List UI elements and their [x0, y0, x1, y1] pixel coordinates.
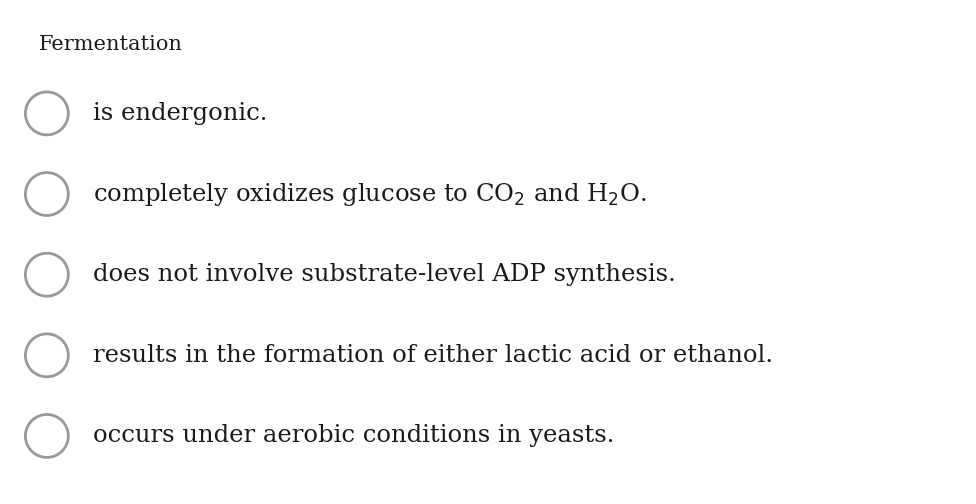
Text: occurs under aerobic conditions in yeasts.: occurs under aerobic conditions in yeast…: [93, 424, 614, 448]
Text: is endergonic.: is endergonic.: [93, 102, 267, 125]
Text: completely oxidizes glucose to CO$_2$ and H$_2$O.: completely oxidizes glucose to CO$_2$ an…: [93, 180, 646, 208]
Text: Fermentation: Fermentation: [39, 35, 183, 54]
Text: results in the formation of either lactic acid or ethanol.: results in the formation of either lacti…: [93, 344, 773, 367]
Text: does not involve substrate-level ADP synthesis.: does not involve substrate-level ADP syn…: [93, 263, 675, 286]
